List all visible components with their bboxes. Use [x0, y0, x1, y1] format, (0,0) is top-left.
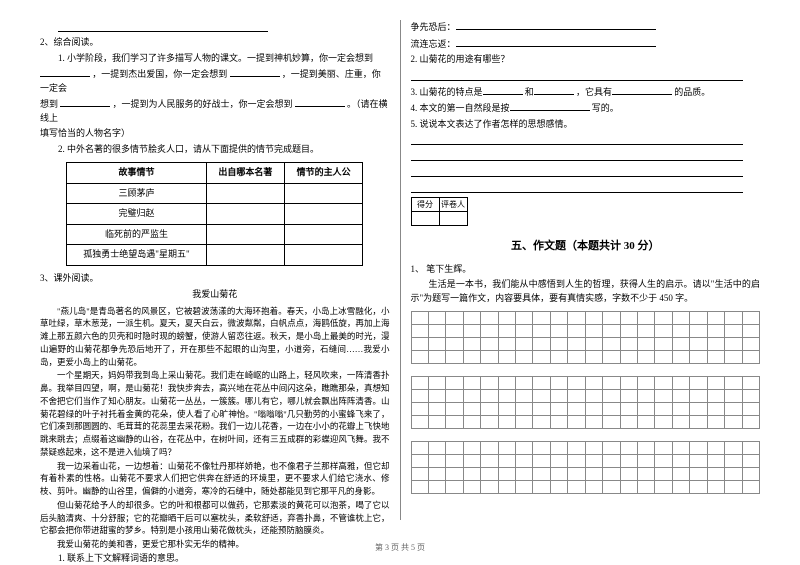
passage-title: 我爱山菊花	[40, 288, 390, 302]
r-q5: 5. 说说本文表达了作者怎样的思想感情。	[411, 118, 761, 132]
q3c: ，它具有	[576, 87, 612, 97]
q4b: 写的。	[592, 103, 619, 113]
marker-label: 评卷人	[439, 198, 467, 212]
cell-blank	[284, 183, 362, 204]
q4a: 4. 本文的第一自然段是按	[411, 103, 510, 113]
t1: ，一提到杰出爱国，你一定会想到	[92, 69, 227, 79]
blank-quality	[612, 85, 672, 95]
table-row: 三顾茅庐	[67, 183, 363, 204]
cell-blank	[284, 224, 362, 245]
th-hero: 情节的主人公	[284, 163, 362, 184]
passage-p1: "燕儿岛"是青岛著名的风景区，它被碧波荡漾的大海环抱着。春天，小岛上冰雪融化，小…	[40, 305, 390, 369]
blank-feat1	[483, 85, 523, 95]
writing-grid	[411, 311, 761, 494]
page-container: 2、综合阅读。 1. 小学阶段，我们学习了许多描写人物的课文。一提到神机妙算，你…	[30, 20, 770, 520]
t3: 想到	[40, 99, 58, 109]
blank-answer	[411, 165, 743, 177]
cell-blank	[206, 245, 284, 266]
cell-blank	[206, 224, 284, 245]
th-plot: 故事情节	[67, 163, 206, 184]
q2-heading: 2、综合阅读。	[40, 36, 390, 50]
right-column: 争先恐后： 流连忘返： 2. 山菊花的用途有哪些？ 3. 山菊花的特点是 和 ，…	[401, 20, 771, 520]
page-footer: 第 3 页 共 5 页	[0, 542, 800, 553]
q3-heading: 3、课外阅读。	[40, 272, 390, 286]
table-row: 孤独勇士绝望岛遇"星期五"	[67, 245, 363, 266]
score-box: 得分评卷人	[411, 197, 468, 226]
blank-def2	[456, 37, 656, 47]
blank-person1	[40, 67, 90, 77]
q3b: 和	[525, 87, 534, 97]
q2-1-line1: 1. 小学阶段，我们学习了许多描写人物的课文。一提到神机妙算，你一定会想到	[40, 52, 390, 66]
th-book: 出自哪本名著	[206, 163, 284, 184]
score-label: 得分	[411, 198, 439, 212]
grid-block	[411, 441, 761, 494]
essay-q: 1、 笔下生辉。	[411, 263, 761, 277]
blank-answer	[411, 69, 743, 81]
story-table: 故事情节 出自哪本名著 情节的主人公 三顾茅庐 完璧归赵 临死前的严监生 孤独勇…	[66, 162, 363, 266]
score-cell	[411, 212, 439, 226]
q2-1-line2: 想到 ，一提到为人民服务的好战士，你一定会想到 。（请在横线上	[40, 97, 390, 125]
left-column: 2、综合阅读。 1. 小学阶段，我们学习了许多描写人物的课文。一提到神机妙算，你…	[30, 20, 401, 520]
table-row: 临死前的严监生	[67, 224, 363, 245]
q2-1-line3: 填写恰当的人物名字）	[40, 127, 390, 141]
cell-plot: 完璧归赵	[67, 204, 206, 225]
r-line1b: 流连忘返：	[411, 37, 761, 52]
section-5-title: 五、作文题（本题共计 30 分）	[411, 238, 761, 255]
passage-p2: 一个星期天，妈妈带我到岛上采山菊花。我们走在崎岖的山路上，轻风吹来，一阵清香扑鼻…	[40, 369, 390, 458]
cell-plot: 三顾茅庐	[67, 183, 206, 204]
cell-plot: 孤独勇士绝望岛遇"星期五"	[67, 245, 206, 266]
q2-1-prefix: 1. 小学阶段，我们学习了许多描写人物的课文。一提到神机妙算，你一定会想到	[58, 53, 373, 63]
q2-1-line1b: ，一提到杰出爱国，你一定会想到 ，一提到美丽、庄重，你一定会	[40, 67, 390, 95]
blank-answer	[411, 133, 743, 145]
q3-1: 1. 联系上下文解释词语的意思。	[40, 552, 390, 565]
blank-feat2	[534, 85, 574, 95]
t4: ，一提到为人民服务的好战士，你一定会想到	[113, 99, 293, 109]
grid-block	[411, 311, 761, 364]
q3a: 3. 山菊花的特点是	[411, 87, 483, 97]
blank-order	[510, 101, 590, 111]
cell-blank	[206, 183, 284, 204]
q2-2: 2. 中外名著的很多情节脍炙人口，请从下面提供的情节完成题目。	[40, 143, 390, 157]
marker-cell	[439, 212, 467, 226]
cell-blank	[206, 204, 284, 225]
label-llwf: 流连忘返：	[411, 39, 456, 49]
blank-line	[58, 20, 268, 32]
blank-person3	[60, 97, 110, 107]
passage-p3: 我一边采着山花，一边想着：山菊花不像牡丹那样娇艳，也不像君子兰那样高雅，但它却有…	[40, 460, 390, 498]
blank-def1	[456, 20, 656, 30]
r-q2: 2. 山菊花的用途有哪些？	[411, 53, 761, 67]
blank-answer	[411, 181, 743, 193]
table-header-row: 故事情节 出自哪本名著 情节的主人公	[67, 163, 363, 184]
grid-block	[411, 376, 761, 429]
passage-body: "燕儿岛"是青岛著名的风景区，它被碧波荡漾的大海环抱着。春天，小岛上冰雪融化，小…	[40, 305, 390, 551]
table-row: 完璧归赵	[67, 204, 363, 225]
blank-person4	[295, 97, 345, 107]
r-line1a: 争先恐后：	[411, 20, 761, 35]
q3d: 的品质。	[674, 87, 710, 97]
r-q4: 4. 本文的第一自然段是按 写的。	[411, 101, 761, 116]
cell-plot: 临死前的严监生	[67, 224, 206, 245]
passage-p4: 但山菊花给予人的却很多。它的叶和根都可以做药，它那素淡的黄花可以泡茶，喝了它以后…	[40, 499, 390, 537]
r-q3: 3. 山菊花的特点是 和 ，它具有 的品质。	[411, 85, 761, 100]
blank-person2	[230, 67, 280, 77]
cell-blank	[284, 245, 362, 266]
essay-body: 生活是一本书，我们能从中感悟到人生的哲理，获得人生的启示。请以"生活中的启示"为…	[411, 278, 761, 305]
blank-answer	[411, 149, 743, 161]
label-zxkh: 争先恐后：	[411, 22, 456, 32]
cell-blank	[284, 204, 362, 225]
